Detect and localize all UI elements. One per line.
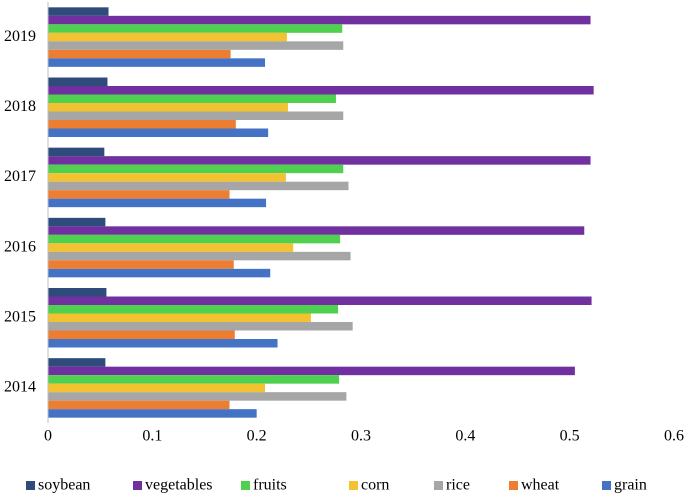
y-tick-label: 2019 xyxy=(4,28,36,45)
bar xyxy=(48,366,575,376)
legend-swatch xyxy=(434,481,443,490)
bar xyxy=(48,392,347,401)
bar xyxy=(48,383,266,393)
x-tick-label: 0.4 xyxy=(455,428,475,445)
legend-swatch xyxy=(241,481,250,490)
legend-label: grain xyxy=(614,477,647,494)
bar xyxy=(48,24,343,33)
legend-label: wheat xyxy=(521,477,560,494)
bar xyxy=(48,358,106,367)
y-tick-label: 2014 xyxy=(4,379,36,396)
bar xyxy=(48,190,230,199)
bar xyxy=(48,164,344,174)
legend-label: corn xyxy=(361,477,389,494)
bar xyxy=(48,268,271,278)
bar xyxy=(48,41,344,50)
y-tick-label: 2015 xyxy=(4,308,36,325)
x-tick-label: 0 xyxy=(44,428,52,445)
bar xyxy=(48,409,257,418)
bar xyxy=(48,243,294,252)
x-tick-label: 0.6 xyxy=(664,428,684,445)
bar xyxy=(48,15,591,25)
bar xyxy=(48,198,267,208)
bar xyxy=(48,296,592,305)
x-tick-label: 0.3 xyxy=(351,428,371,445)
bar xyxy=(48,251,351,261)
bar xyxy=(48,156,591,165)
bar xyxy=(48,111,344,120)
legend-label: fruits xyxy=(253,477,287,494)
bar xyxy=(48,339,278,348)
legend-swatch xyxy=(349,481,358,490)
legend-label: soybean xyxy=(38,477,90,494)
bar xyxy=(48,305,339,314)
y-tick-label: 2017 xyxy=(4,168,36,185)
bar xyxy=(48,86,594,95)
bar xyxy=(48,147,105,157)
x-tick-label: 0.2 xyxy=(247,428,267,445)
bar xyxy=(48,120,236,129)
legend-label: vegetables xyxy=(145,477,213,494)
legend-swatch xyxy=(602,481,611,490)
legend-swatch xyxy=(133,481,142,490)
legend-label: rice xyxy=(446,477,470,494)
bar xyxy=(48,181,349,191)
legend-swatch xyxy=(509,481,518,490)
bar xyxy=(48,103,288,112)
bar xyxy=(48,322,353,331)
bar xyxy=(48,58,266,67)
bar xyxy=(48,32,287,42)
bar xyxy=(48,94,336,103)
bar xyxy=(48,260,234,269)
bar xyxy=(48,226,585,235)
bar xyxy=(48,330,235,339)
y-tick-label: 2018 xyxy=(4,98,36,115)
bar xyxy=(48,375,340,384)
bar xyxy=(48,234,341,244)
bar xyxy=(48,128,269,137)
bar xyxy=(48,173,286,182)
bar xyxy=(48,77,108,86)
x-tick-label: 0.1 xyxy=(142,428,162,445)
y-tick-label: 2016 xyxy=(4,238,36,255)
bar xyxy=(48,400,230,410)
bar xyxy=(48,217,106,227)
bar xyxy=(48,7,109,16)
x-tick-label: 0.5 xyxy=(560,428,580,445)
bar xyxy=(48,313,311,322)
bar xyxy=(48,288,107,297)
bar xyxy=(48,49,231,59)
legend-swatch xyxy=(26,481,35,490)
